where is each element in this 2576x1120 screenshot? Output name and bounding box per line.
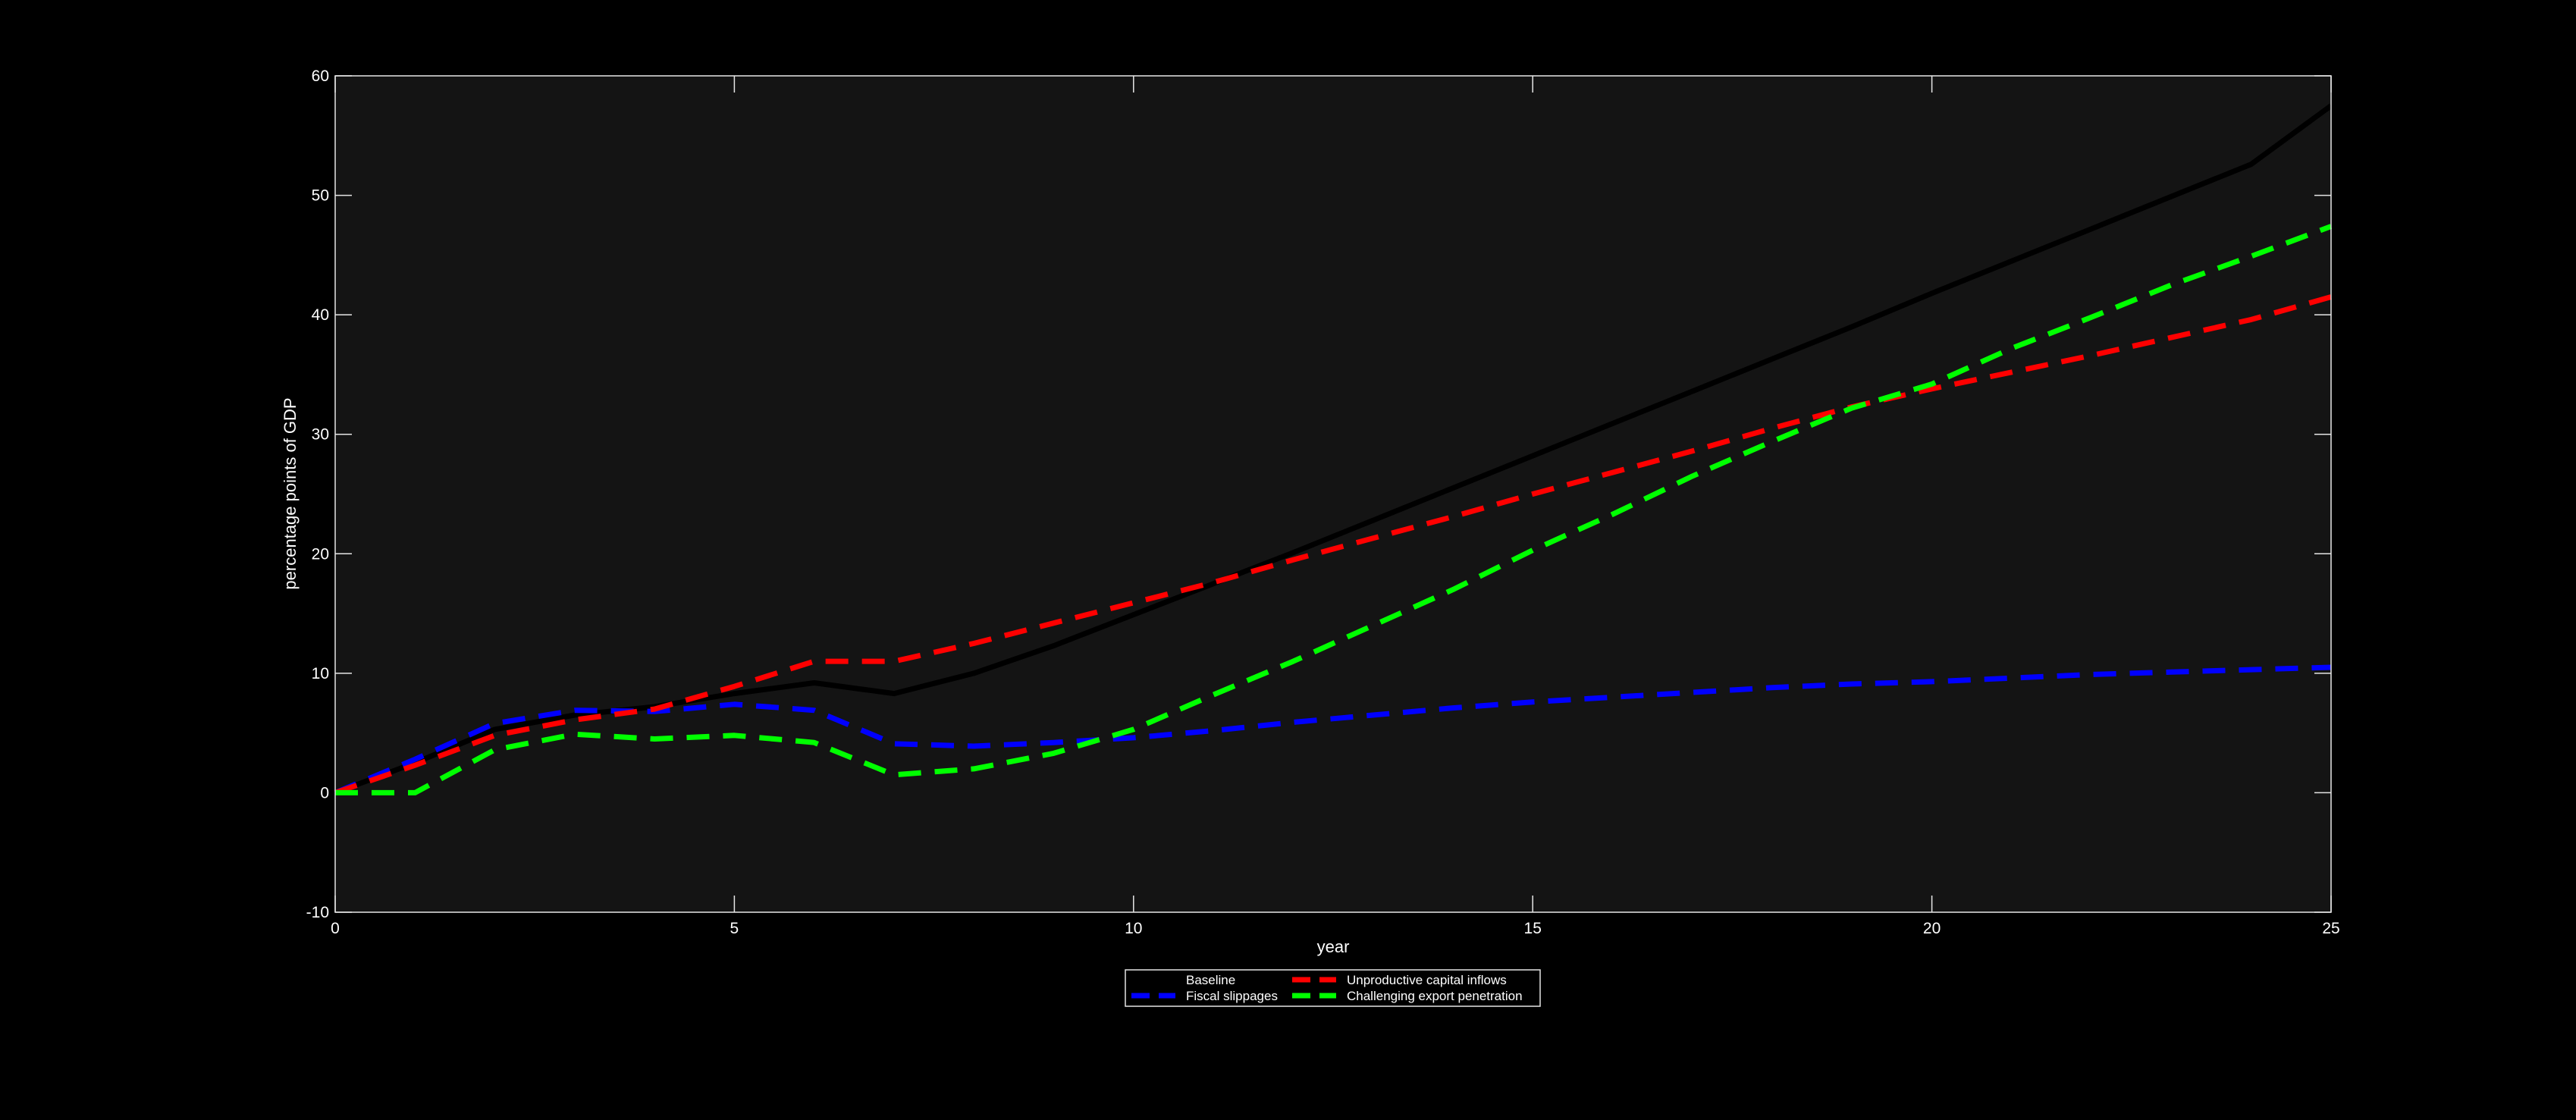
x-tick-label: 0 <box>331 920 340 937</box>
x-tick-label: 10 <box>1125 920 1142 937</box>
series-line-unproductive-capital-inflows <box>334 294 2332 795</box>
x-tick-label: 25 <box>2322 920 2339 937</box>
legend-label: Fiscal slippages <box>1186 989 1278 1003</box>
y-tick-label: 10 <box>312 665 329 682</box>
x-axis-label: year <box>1317 937 1350 956</box>
y-tick-label: -10 <box>306 904 329 921</box>
y-tick-label: 50 <box>312 187 329 205</box>
x-tick-label: 5 <box>730 920 739 937</box>
series-layer <box>334 103 2333 795</box>
plot-area <box>335 76 2331 912</box>
series-line-fiscal-slippages <box>334 664 2332 795</box>
legend-label: Unproductive capital inflows <box>1347 973 1507 987</box>
y-tick-label: 20 <box>312 545 329 563</box>
x-tick-label: 15 <box>1524 920 1542 937</box>
y-axis-label: percentage points of GDP <box>281 397 300 589</box>
legend: Baseline Fiscal slippages Unproductive cap… <box>1125 969 1541 1007</box>
y-tick-label: 60 <box>312 67 329 85</box>
series-line-challenging-export-penetration <box>335 224 2333 795</box>
legend-label: Challenging export penetration <box>1347 989 1523 1003</box>
plot-border <box>334 75 2332 913</box>
legend-label: Baseline <box>1186 973 1235 987</box>
y-tick-label: 0 <box>320 784 329 802</box>
legend-box <box>1125 969 1541 1007</box>
y-tick-label: 30 <box>312 426 329 444</box>
x-tick-label: 20 <box>1923 920 1941 937</box>
y-tick-label: 40 <box>312 306 329 324</box>
